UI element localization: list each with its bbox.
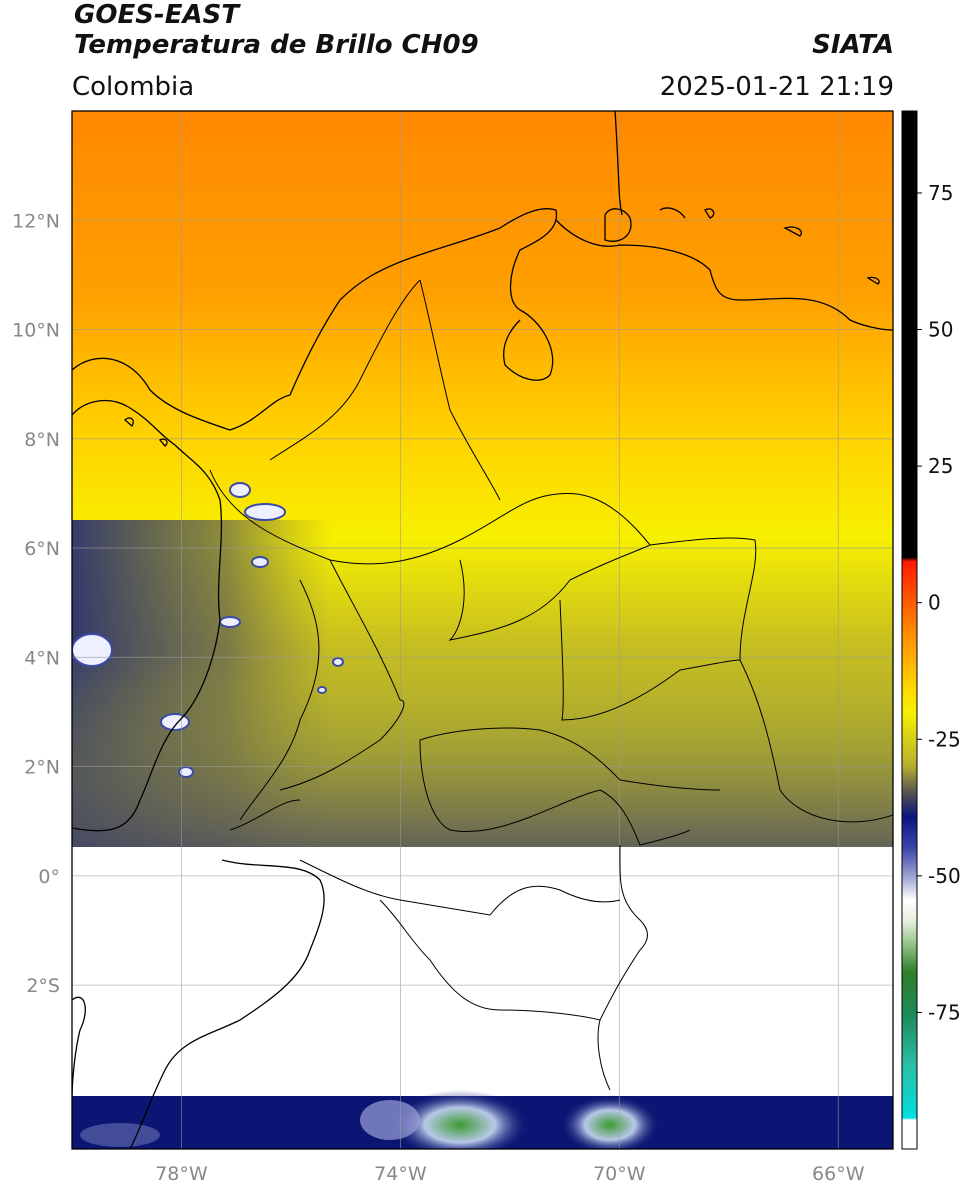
convective-cells <box>72 482 344 778</box>
lon-tick-label: 70°W <box>593 1163 646 1185</box>
datetime-label: 2025-01-21 21:19 <box>659 72 894 102</box>
colorbar-tick-label: 25 <box>928 454 953 478</box>
coastlines-and-borders <box>72 111 893 1149</box>
lat-tick-label: 8°N <box>24 429 60 451</box>
lat-tick-label: 2°N <box>24 757 60 779</box>
lat-tick-label: 12°N <box>12 210 60 232</box>
green-cell-south-2 <box>560 1095 660 1149</box>
cooler-south-field <box>72 650 893 847</box>
colorbar-tick-label: -75 <box>928 1000 961 1024</box>
lat-tick-label: 4°N <box>24 647 60 669</box>
lat-tick-label: 6°N <box>24 538 60 560</box>
light-cell-south <box>360 1100 420 1140</box>
colorbar-tick-label: 0 <box>928 591 941 615</box>
lon-tick-label: 66°W <box>812 1163 865 1185</box>
map-frame <box>71 110 894 1150</box>
colorbar <box>901 110 918 1150</box>
satellite-title: GOES-EAST <box>74 0 240 30</box>
region-label: Colombia <box>72 72 195 102</box>
agency-label: SIATA <box>812 30 894 60</box>
colorbar-tick-label: -25 <box>928 727 961 751</box>
latitude-ticks: 12°N 10°N 8°N 6°N 4°N 2°N 0° 2°S <box>12 210 60 997</box>
lon-tick-label: 78°W <box>155 1163 208 1185</box>
colorbar-ticks: 75 50 25 0 -25 -50 -75 <box>917 181 961 1024</box>
lat-tick-label: 0° <box>38 866 60 888</box>
product-title: Temperatura de Brillo CH09 <box>74 30 479 60</box>
green-cell-south <box>390 1090 530 1149</box>
lat-tick-label: 2°S <box>26 975 60 997</box>
colorbar-tick-label: 75 <box>928 181 953 205</box>
department-borders <box>209 279 893 1091</box>
lat-tick-label: 10°N <box>12 320 60 342</box>
lon-tick-label: 74°W <box>374 1163 427 1185</box>
light-cell-southwest <box>80 1123 160 1147</box>
colorbar-tick-label: -50 <box>928 864 961 888</box>
longitude-ticks: 78°W 74°W 70°W 66°W <box>155 1163 864 1185</box>
no-data-band <box>72 847 893 1096</box>
colorbar-tick-label: 50 <box>928 318 953 342</box>
